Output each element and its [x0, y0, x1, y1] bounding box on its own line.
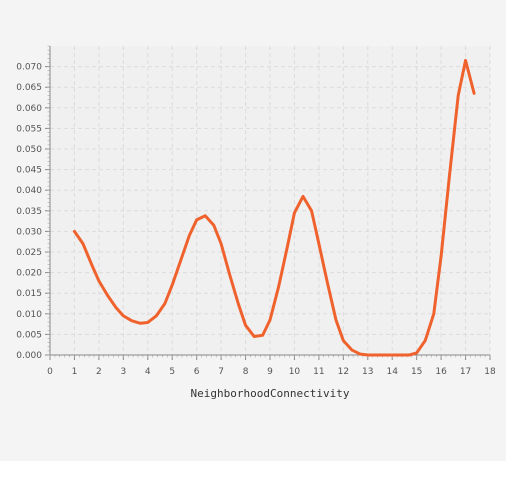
y-tick-label: 0.045 — [16, 166, 42, 176]
x-tick-label: 2 — [96, 367, 102, 377]
data-point — [195, 218, 198, 222]
series-line — [72, 58, 476, 357]
data-point — [155, 314, 158, 318]
data-point — [334, 318, 338, 322]
data-point — [399, 353, 402, 357]
x-tick-label: 3 — [120, 367, 126, 377]
data-point — [114, 306, 118, 309]
data-point — [415, 351, 418, 355]
y-tick-label: 0.055 — [16, 124, 42, 134]
data-point — [73, 230, 76, 233]
data-point — [424, 339, 427, 342]
data-point — [179, 259, 182, 262]
data-point — [277, 285, 280, 289]
x-tick-label: 1 — [72, 367, 78, 377]
y-tick-label: 0.050 — [16, 145, 42, 155]
x-tick-label: 6 — [194, 367, 200, 377]
data-point — [188, 234, 191, 237]
x-tick-label: 7 — [218, 367, 224, 377]
x-tick-label: 16 — [435, 367, 447, 377]
y-tick-label: 0.010 — [16, 310, 42, 320]
y-tick-label: 0.065 — [16, 83, 42, 93]
data-point — [457, 94, 460, 97]
data-point — [237, 302, 240, 305]
y-tick-label: 0.000 — [16, 351, 42, 361]
data-point — [252, 335, 256, 338]
data-point — [375, 353, 378, 357]
y-tick-label: 0.005 — [16, 330, 42, 340]
x-axis-title: NeighborhoodConnectivity — [191, 387, 350, 400]
data-point — [261, 334, 264, 337]
x-tick-label: 9 — [267, 367, 273, 377]
data-point — [228, 273, 231, 276]
y-tick-label: 0.015 — [16, 289, 42, 299]
x-tick-label: 12 — [338, 367, 349, 377]
y-tick-label: 0.040 — [16, 186, 42, 196]
data-point — [293, 211, 296, 215]
data-point — [326, 281, 329, 285]
data-point — [97, 279, 101, 283]
data-point — [301, 195, 305, 198]
data-point — [359, 352, 362, 356]
tick-labels: 0 1 2 3 4 5 6 7 8 9 10 11 12 13 14 15 16 17 180.0000.0050.… — [16, 63, 496, 377]
x-tick-label: 10 — [289, 367, 301, 377]
data-point — [212, 224, 215, 227]
data-point — [285, 246, 289, 250]
data-point — [268, 318, 272, 322]
x-tick-label: 13 — [362, 367, 373, 377]
data-point — [219, 242, 223, 245]
data-point — [139, 322, 142, 325]
x-tick-label: 8 — [243, 367, 249, 377]
data-point — [464, 59, 467, 62]
data-point — [106, 294, 109, 297]
data-point — [244, 324, 247, 327]
data-point — [432, 312, 435, 315]
data-point — [163, 302, 167, 305]
y-tick-label: 0.035 — [16, 207, 42, 217]
data-point — [439, 254, 443, 258]
data-point — [204, 214, 207, 217]
y-tick-label: 0.025 — [16, 248, 42, 258]
data-point — [81, 242, 85, 245]
data-point — [317, 242, 321, 245]
data-point — [130, 319, 134, 323]
data-point — [391, 353, 394, 357]
x-tick-label: 17 — [460, 367, 471, 377]
data-point — [310, 209, 313, 212]
x-tick-label: 4 — [145, 367, 151, 377]
x-tick-label: 18 — [484, 367, 496, 377]
data-point — [383, 353, 387, 357]
grid — [49, 46, 491, 356]
x-tick-label: 5 — [169, 367, 175, 377]
x-tick-label: 11 — [313, 367, 324, 377]
data-point — [146, 321, 149, 324]
data-point — [448, 172, 451, 175]
data-point — [350, 348, 354, 352]
series-layer — [72, 58, 476, 357]
x-tick-label: 0 — [47, 367, 53, 377]
x-tick-label: 15 — [411, 367, 422, 377]
data-point — [171, 283, 174, 287]
data-point — [90, 263, 93, 266]
x-tick-label: 14 — [386, 367, 398, 377]
data-point — [122, 314, 125, 318]
data-point — [408, 353, 411, 357]
y-tick-label: 0.060 — [16, 104, 42, 114]
y-tick-label: 0.020 — [16, 269, 42, 279]
data-point — [472, 92, 476, 95]
data-point — [342, 339, 345, 342]
y-tick-label: 0.030 — [16, 227, 42, 237]
y-tick-label: 0.070 — [16, 63, 42, 73]
data-point — [366, 353, 369, 357]
